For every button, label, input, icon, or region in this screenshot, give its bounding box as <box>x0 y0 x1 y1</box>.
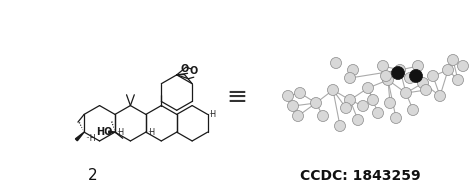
Circle shape <box>410 69 422 82</box>
Circle shape <box>392 67 404 80</box>
Circle shape <box>394 64 405 75</box>
Circle shape <box>283 91 293 102</box>
Text: ·H: ·H <box>117 128 125 137</box>
Circle shape <box>401 87 411 98</box>
Text: ··H: ··H <box>85 135 95 143</box>
Text: ≡: ≡ <box>227 85 247 109</box>
Circle shape <box>373 108 383 119</box>
Circle shape <box>457 60 468 71</box>
Circle shape <box>435 91 446 102</box>
Circle shape <box>353 114 364 125</box>
Circle shape <box>420 85 431 96</box>
Circle shape <box>383 74 393 85</box>
Text: O: O <box>189 66 197 76</box>
Circle shape <box>345 73 356 84</box>
Circle shape <box>381 70 392 81</box>
Circle shape <box>447 54 458 65</box>
Circle shape <box>408 104 419 115</box>
Circle shape <box>377 60 389 71</box>
Circle shape <box>345 95 356 106</box>
Circle shape <box>384 97 395 108</box>
Circle shape <box>347 64 358 75</box>
Circle shape <box>292 111 303 122</box>
Circle shape <box>412 60 423 71</box>
Polygon shape <box>109 131 115 133</box>
Circle shape <box>428 70 438 81</box>
Circle shape <box>340 102 352 113</box>
Text: ·H: ·H <box>147 128 155 137</box>
Circle shape <box>310 97 321 108</box>
Circle shape <box>443 64 454 75</box>
Circle shape <box>363 82 374 93</box>
Circle shape <box>288 101 299 112</box>
Circle shape <box>335 120 346 131</box>
Circle shape <box>328 85 338 96</box>
Text: CCDC: 1843259: CCDC: 1843259 <box>300 169 420 183</box>
Text: 2: 2 <box>88 168 98 183</box>
Circle shape <box>453 74 464 85</box>
Text: O: O <box>180 64 189 74</box>
Circle shape <box>418 78 428 89</box>
Polygon shape <box>75 132 84 141</box>
Text: HO: HO <box>96 127 113 137</box>
Circle shape <box>294 87 306 98</box>
Circle shape <box>367 95 379 106</box>
Circle shape <box>318 111 328 122</box>
Circle shape <box>357 101 368 112</box>
Circle shape <box>330 58 341 69</box>
Circle shape <box>404 73 416 84</box>
Text: ·H: ·H <box>209 110 217 119</box>
Circle shape <box>391 113 401 124</box>
